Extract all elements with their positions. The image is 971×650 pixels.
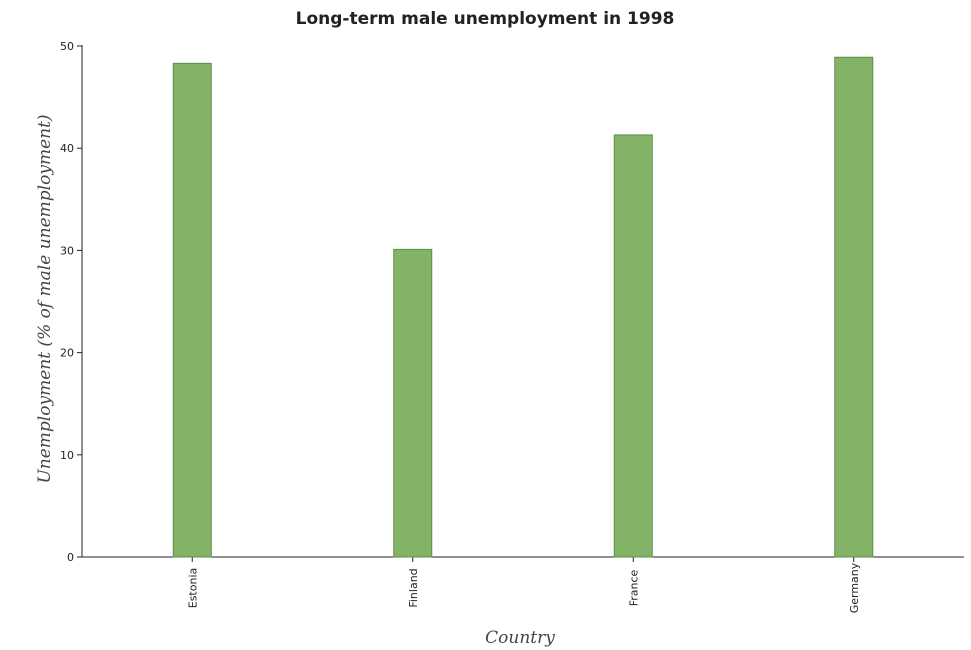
y-tick-label: 0 (67, 551, 74, 564)
x-tick-label: Finland (407, 568, 420, 607)
x-tick-label: Estonia (186, 568, 199, 609)
y-tick-label: 10 (60, 449, 74, 462)
bar-france (613, 134, 653, 558)
y-tick-label: 30 (60, 244, 74, 257)
y-tick-label: 20 (60, 347, 74, 360)
x-axis-label: Country (485, 628, 555, 648)
y-axis-label: Unemployment (% of male unemployment) (35, 114, 55, 483)
y-tick-label: 50 (60, 40, 74, 53)
bars-group (172, 56, 874, 558)
x-tick-label: Germany (848, 562, 861, 613)
y-tick-label: 40 (60, 142, 74, 155)
x-axis: Estonia Finland France Germany (82, 556, 964, 613)
bar-estonia (172, 62, 212, 558)
chart-title: Long-term male unemployment in 1998 (296, 9, 675, 29)
x-tick-label: France (627, 569, 640, 606)
y-axis: 0 10 20 30 40 50 (60, 40, 83, 564)
bar-germany (834, 56, 874, 558)
bar-finland (393, 248, 433, 558)
